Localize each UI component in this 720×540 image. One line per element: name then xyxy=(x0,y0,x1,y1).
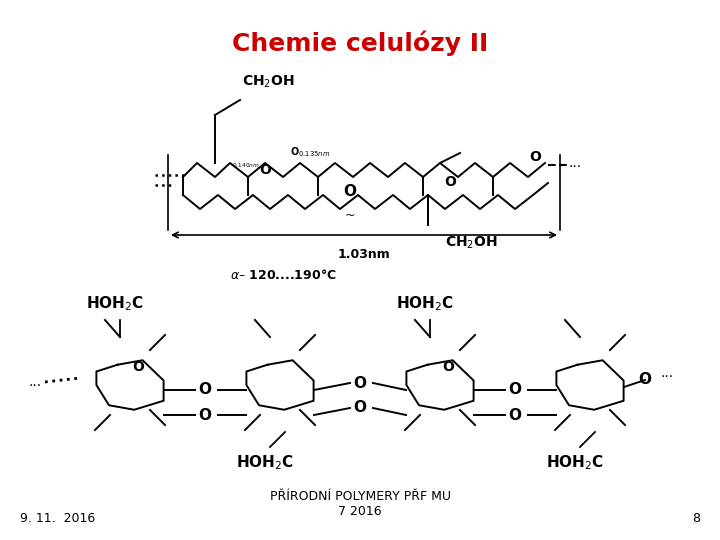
Text: HOH$_2$C: HOH$_2$C xyxy=(86,294,144,313)
Text: O: O xyxy=(259,163,271,177)
Text: 1.03nm: 1.03nm xyxy=(338,248,390,261)
Text: 8: 8 xyxy=(692,512,700,525)
Text: HOH$_2$C: HOH$_2$C xyxy=(396,294,454,313)
Text: Chemie celulózy II: Chemie celulózy II xyxy=(232,30,488,56)
Text: O: O xyxy=(508,408,521,422)
Text: CH$_2$OH: CH$_2$OH xyxy=(445,235,498,252)
Text: ~: ~ xyxy=(345,208,355,221)
Text: O: O xyxy=(529,150,541,164)
Text: O: O xyxy=(354,375,366,390)
Text: CH$_2$OH: CH$_2$OH xyxy=(242,74,294,90)
Text: O: O xyxy=(354,401,366,415)
Text: 9. 11.  2016: 9. 11. 2016 xyxy=(20,512,95,525)
Text: HOH$_2$C: HOH$_2$C xyxy=(236,453,294,472)
Text: O: O xyxy=(442,360,454,374)
Text: O: O xyxy=(639,373,652,388)
Text: ...: ... xyxy=(660,366,673,380)
Text: O: O xyxy=(199,382,212,397)
Text: O: O xyxy=(132,360,144,374)
Text: O: O xyxy=(508,382,521,397)
Text: ...: ... xyxy=(29,375,42,389)
Text: $\alpha$– 120....190°C: $\alpha$– 120....190°C xyxy=(230,268,337,282)
Text: PŘÍRODNÍ POLYMERY PŘF MU
7 2016: PŘÍRODNÍ POLYMERY PŘF MU 7 2016 xyxy=(269,490,451,518)
Text: O$_{0.135nm}$: O$_{0.135nm}$ xyxy=(290,145,330,159)
Text: HOH$_2$C: HOH$_2$C xyxy=(546,453,604,472)
Text: ...: ... xyxy=(568,156,581,170)
Text: O: O xyxy=(343,185,356,199)
Text: O: O xyxy=(199,408,212,422)
Text: $_{0.140nm}$: $_{0.140nm}$ xyxy=(232,160,260,170)
Text: O: O xyxy=(444,175,456,189)
